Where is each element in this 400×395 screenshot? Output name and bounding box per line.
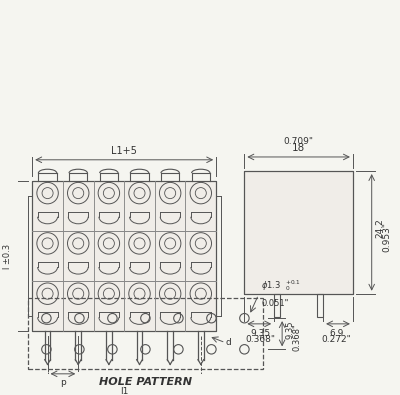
Text: 6.9: 6.9: [329, 329, 344, 338]
Text: l1: l1: [120, 387, 128, 395]
Bar: [28, 298, 263, 369]
Text: 9.35: 9.35: [251, 329, 271, 338]
Text: 0.953": 0.953": [382, 222, 391, 252]
Bar: [318, 294, 323, 317]
Bar: [32, 181, 216, 331]
Text: d: d: [226, 338, 231, 347]
Text: 0.272": 0.272": [322, 335, 352, 344]
Bar: [32, 181, 216, 331]
Text: 0.368": 0.368": [292, 324, 302, 352]
Text: 24.2: 24.2: [376, 218, 384, 237]
Text: L1+5: L1+5: [111, 146, 137, 156]
Text: 9.35: 9.35: [286, 321, 295, 339]
Text: l ±0.3: l ±0.3: [2, 243, 12, 269]
Text: HOLE PATTERN: HOLE PATTERN: [99, 377, 192, 387]
Bar: [244, 171, 353, 294]
Bar: [244, 171, 353, 294]
Text: 0.368": 0.368": [246, 335, 276, 344]
Text: p: p: [60, 378, 66, 387]
Bar: [274, 294, 280, 317]
Text: $\phi$1.3  $^{+0.1}_{0}$: $\phi$1.3 $^{+0.1}_{0}$: [261, 278, 301, 293]
Text: 0.709": 0.709": [284, 137, 314, 146]
Text: 18: 18: [292, 143, 305, 153]
Text: 0.051": 0.051": [261, 299, 289, 308]
